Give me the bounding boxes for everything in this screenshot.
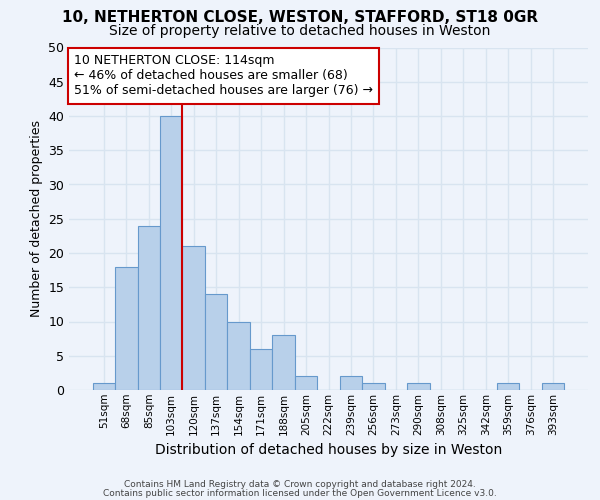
Text: 10 NETHERTON CLOSE: 114sqm
← 46% of detached houses are smaller (68)
51% of semi: 10 NETHERTON CLOSE: 114sqm ← 46% of deta… — [74, 54, 373, 98]
Bar — [182, 246, 205, 390]
Bar — [295, 376, 317, 390]
Text: Contains public sector information licensed under the Open Government Licence v3: Contains public sector information licen… — [103, 488, 497, 498]
Text: Size of property relative to detached houses in Weston: Size of property relative to detached ho… — [109, 24, 491, 38]
Text: 10, NETHERTON CLOSE, WESTON, STAFFORD, ST18 0GR: 10, NETHERTON CLOSE, WESTON, STAFFORD, S… — [62, 10, 538, 25]
Bar — [137, 226, 160, 390]
Bar — [205, 294, 227, 390]
Bar — [227, 322, 250, 390]
Bar — [115, 266, 137, 390]
Bar — [362, 383, 385, 390]
Text: Contains HM Land Registry data © Crown copyright and database right 2024.: Contains HM Land Registry data © Crown c… — [124, 480, 476, 489]
Bar — [407, 383, 430, 390]
Y-axis label: Number of detached properties: Number of detached properties — [29, 120, 43, 318]
Bar — [497, 383, 520, 390]
X-axis label: Distribution of detached houses by size in Weston: Distribution of detached houses by size … — [155, 443, 502, 457]
Bar — [92, 383, 115, 390]
Bar — [250, 349, 272, 390]
Bar — [272, 335, 295, 390]
Bar — [542, 383, 565, 390]
Bar — [160, 116, 182, 390]
Bar — [340, 376, 362, 390]
